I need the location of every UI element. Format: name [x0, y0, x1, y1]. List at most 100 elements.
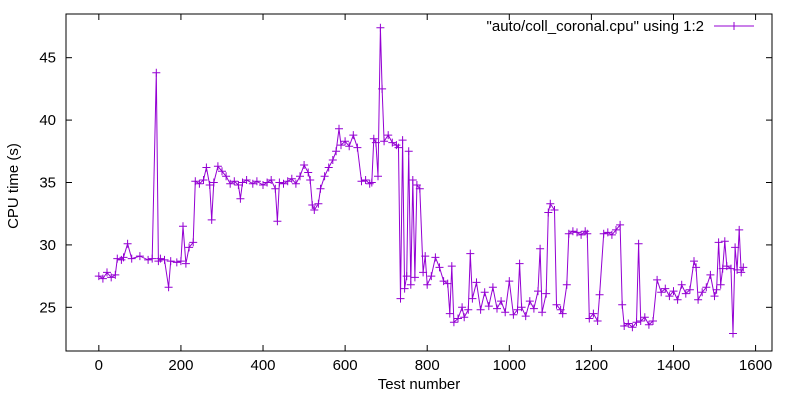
data-point-marker	[521, 312, 530, 321]
data-point-marker	[558, 309, 567, 318]
data-point-marker	[443, 279, 452, 288]
data-point-marker	[283, 177, 292, 186]
data-point-marker	[394, 143, 403, 152]
data-point-marker	[632, 318, 641, 327]
data-point-marker	[209, 178, 218, 187]
data-point-marker	[739, 263, 748, 272]
data-point-marker	[488, 283, 497, 292]
data-point-marker	[300, 161, 309, 169]
data-point-marker	[431, 253, 440, 262]
data-point-marker	[714, 238, 723, 247]
data-point-marker	[649, 317, 657, 325]
data-point-marker	[205, 181, 214, 189]
data-point-marker	[361, 176, 370, 184]
data-point-marker	[310, 206, 319, 214]
data-point-marker	[408, 176, 417, 184]
x-tick-label: 1400	[657, 357, 690, 374]
data-point-marker	[380, 137, 389, 146]
y-axis-label: CPU time (s)	[5, 143, 22, 229]
data-point-marker	[207, 215, 216, 224]
data-point-marker	[718, 264, 727, 273]
data-point-marker	[402, 272, 411, 281]
data-point-marker	[421, 252, 430, 261]
data-point-marker	[509, 310, 518, 319]
data-point-marker	[226, 179, 235, 188]
data-point-marker	[716, 280, 725, 289]
data-point-marker	[345, 142, 354, 151]
data-point-marker	[585, 314, 594, 323]
data-point-marker	[384, 131, 393, 140]
data-point-marker	[636, 317, 645, 325]
data-point-marker	[513, 305, 522, 314]
data-point-marker	[702, 283, 711, 292]
data-point-marker	[599, 229, 608, 238]
data-point-marker	[176, 257, 185, 266]
data-point-marker	[439, 277, 448, 286]
data-point-marker	[328, 156, 337, 164]
x-tick-label: 200	[168, 357, 193, 374]
data-point-marker	[735, 225, 744, 234]
data-point-marker	[556, 305, 565, 314]
data-point-marker	[468, 294, 477, 303]
data-point-marker	[279, 179, 288, 188]
data-point-marker	[259, 181, 267, 189]
data-point-marker	[677, 280, 686, 289]
x-tick-label: 1000	[493, 357, 526, 374]
y-tick-label: 35	[39, 175, 56, 192]
data-point-marker	[148, 254, 157, 263]
data-point-marker	[230, 177, 239, 186]
data-point-marker	[466, 249, 475, 258]
data-point-marker	[484, 302, 493, 311]
data-point-marker	[534, 287, 542, 296]
data-point-marker	[263, 178, 272, 187]
data-point-marker	[144, 255, 153, 264]
data-point-marker	[546, 199, 555, 208]
data-point-marker	[365, 179, 374, 188]
data-point-marker	[349, 131, 358, 140]
data-point-marker	[191, 177, 200, 186]
data-point-marker	[419, 268, 428, 277]
data-point-marker	[98, 274, 107, 283]
y-tick-label: 30	[39, 237, 56, 254]
data-point-marker	[398, 136, 407, 145]
data-point-marker	[195, 179, 204, 188]
data-point-marker	[378, 84, 387, 93]
data-point-marker	[454, 314, 462, 323]
data-point-marker	[620, 322, 629, 330]
data-point-marker	[501, 308, 510, 317]
data-point-marker	[673, 295, 682, 304]
data-point-marker	[616, 220, 625, 229]
data-point-marker	[542, 289, 551, 298]
data-point-marker	[320, 172, 329, 181]
data-point-marker	[181, 259, 190, 268]
data-point-marker	[160, 255, 169, 264]
data-point-marker	[624, 319, 633, 328]
y-tick-label: 25	[39, 299, 56, 316]
data-point-marker	[316, 184, 325, 193]
y-tick-label: 40	[39, 112, 56, 129]
data-point-marker	[367, 178, 376, 187]
data-point-marker	[314, 199, 323, 208]
data-point-marker	[238, 178, 247, 187]
data-point-marker	[291, 179, 300, 188]
axis-layer: 0 200 400 600 800 1000 1200 1400 1600 25 30 35 40 45	[39, 13, 773, 374]
data-point-marker	[634, 239, 643, 248]
data-point-marker	[722, 262, 731, 271]
data-point-marker	[396, 294, 405, 303]
data-point-marker	[449, 318, 458, 327]
data-point-marker	[727, 264, 735, 273]
data-point-marker	[583, 229, 592, 238]
data-point-marker	[404, 147, 413, 156]
data-point-marker	[568, 227, 577, 236]
x-tick-label: 0	[95, 357, 103, 374]
data-point-marker	[267, 176, 276, 184]
data-point-marker	[304, 168, 313, 177]
data-point-marker	[218, 167, 226, 176]
data-point-marker	[628, 323, 637, 332]
data-point-marker	[335, 124, 343, 133]
data-point-marker	[234, 181, 243, 189]
data-point-marker	[435, 263, 444, 272]
data-point-marker	[472, 278, 481, 287]
data-point-marker	[550, 206, 559, 214]
data-point-marker	[653, 275, 662, 284]
